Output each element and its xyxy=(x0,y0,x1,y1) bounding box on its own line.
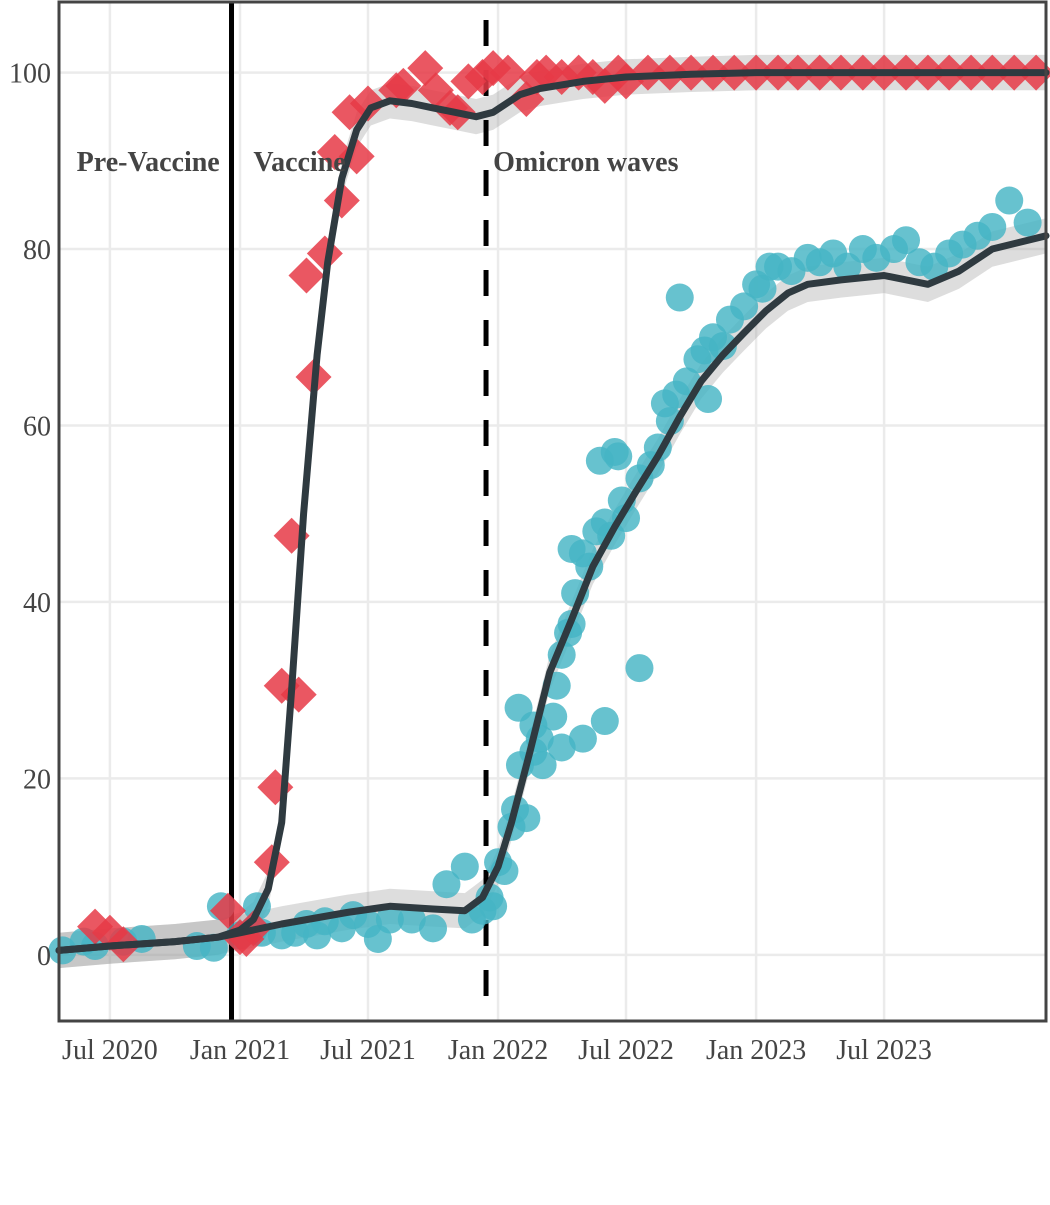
data-point-diamond xyxy=(629,54,666,91)
confidence-band-layer xyxy=(59,54,1046,969)
x-tick-label: Jul 2021 xyxy=(320,1035,416,1066)
phase-label: Pre-Vaccine xyxy=(77,147,220,178)
y-tick-label: 100 xyxy=(9,59,51,90)
data-point-diamond xyxy=(323,182,360,219)
data-point-diamond xyxy=(288,257,325,294)
data-point-diamond xyxy=(385,67,422,104)
data-point-circle xyxy=(1013,208,1042,237)
data-point-circle xyxy=(665,283,694,312)
y-tick-label: 60 xyxy=(23,411,51,442)
data-point-circle xyxy=(547,733,576,762)
data-point-circle xyxy=(730,292,759,321)
phase-label: Omicron waves xyxy=(493,147,678,178)
data-point-circle xyxy=(590,707,619,736)
data-point-circle xyxy=(694,385,723,414)
x-tick-label: Jul 2023 xyxy=(836,1035,932,1066)
x-tick-label: Jul 2020 xyxy=(62,1035,158,1066)
data-point-circle xyxy=(625,654,654,683)
phase-label: Vaccine xyxy=(253,147,345,178)
confidence-band xyxy=(59,218,1046,969)
x-tick-label: Jan 2021 xyxy=(190,1035,290,1066)
data-point-circle xyxy=(748,274,777,303)
data-point-circle xyxy=(397,905,426,934)
data-point-circle xyxy=(978,212,1007,241)
data-point-circle xyxy=(375,905,404,934)
data-point-circle xyxy=(892,226,921,255)
data-point-circle xyxy=(708,332,737,361)
data-point-circle xyxy=(568,724,597,753)
trend-line xyxy=(55,232,1050,954)
trend-line xyxy=(55,69,1050,954)
data-point-circle xyxy=(419,914,448,943)
trend-line-layer xyxy=(55,69,1050,954)
data-point-circle xyxy=(479,892,508,921)
plot-background xyxy=(59,2,1046,1021)
data-point-circle xyxy=(604,442,633,471)
data-point-circle xyxy=(450,852,479,881)
x-tick-layer: Jul 2020 Jan 2021 Jul 2021 Jan 2022 Jul 2022… xyxy=(62,1035,932,1066)
data-point-diamond xyxy=(209,892,246,929)
data-point-circle xyxy=(539,702,568,731)
data-point-circle xyxy=(432,870,461,899)
y-tick-layer: 0 20 40 60 80 100 xyxy=(9,59,51,972)
x-tick-label: Jan 2023 xyxy=(706,1035,806,1066)
y-tick-label: 40 xyxy=(23,588,51,619)
data-point-diamond xyxy=(349,85,386,122)
phase-label-layer: Pre-Vaccine Vaccine Omicron waves xyxy=(77,147,679,178)
data-point-circle xyxy=(528,751,557,780)
y-tick-label: 0 xyxy=(37,941,51,972)
data-point-circle xyxy=(995,186,1024,215)
y-tick-label: 80 xyxy=(23,235,51,266)
y-tick-label: 20 xyxy=(23,764,51,795)
x-tick-label: Jul 2022 xyxy=(578,1035,674,1066)
phase-line-layer xyxy=(229,2,489,1021)
plot-border xyxy=(57,0,1048,1023)
x-tick-label: Jan 2022 xyxy=(448,1035,548,1066)
data-point-diamond xyxy=(489,54,526,91)
data-point-circle xyxy=(512,804,541,833)
